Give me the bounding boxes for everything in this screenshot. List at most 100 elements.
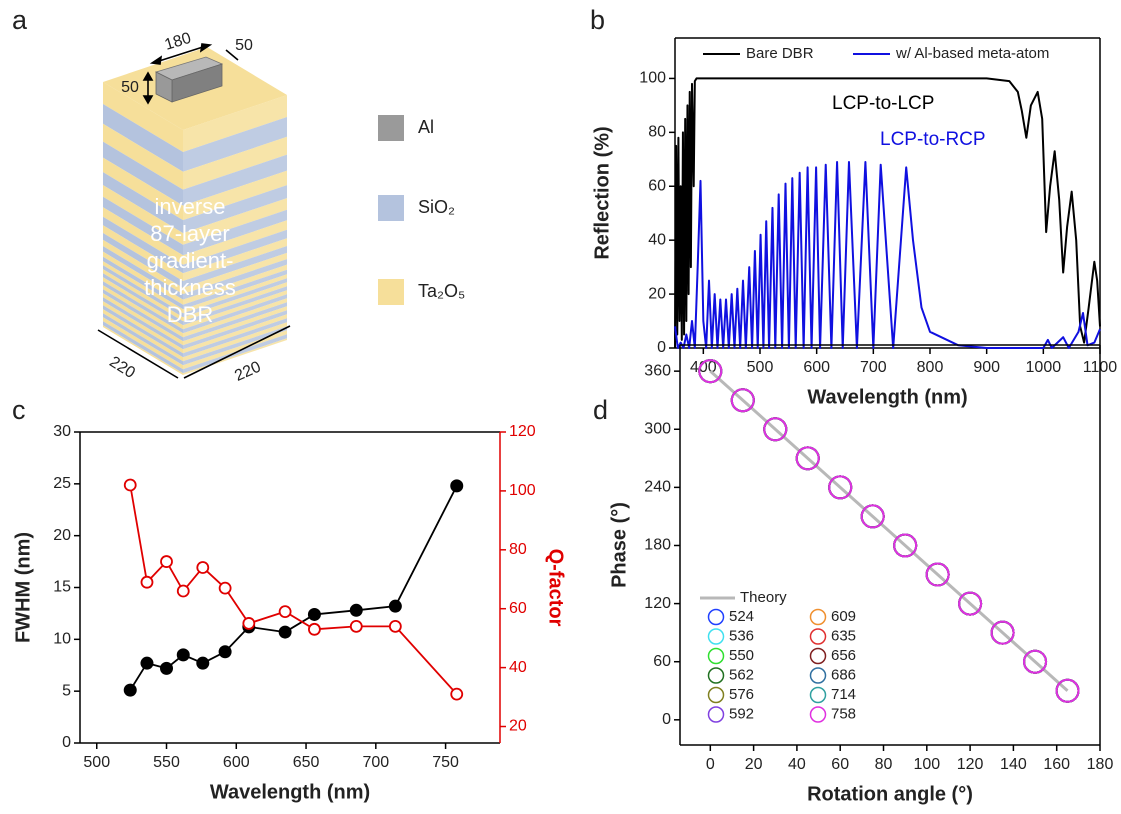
- x-tick-label: 650: [293, 754, 320, 771]
- x-tick-label: 180: [1087, 756, 1114, 773]
- y-tick-label: 0: [662, 711, 671, 728]
- stack-label-line: 87-layer: [150, 221, 229, 246]
- layer-right: [183, 252, 287, 295]
- legend-marker: [707, 686, 725, 704]
- y2-tick-label: 120: [509, 423, 536, 440]
- y-tick-label: 20: [53, 527, 71, 544]
- scatter-point: [730, 388, 755, 413]
- scatter-point: [925, 562, 950, 587]
- layer-left: [103, 277, 183, 330]
- y-tick-label: 240: [644, 479, 671, 496]
- legend-label: 714: [831, 686, 856, 703]
- x-tick-label: 550: [153, 754, 180, 771]
- x-tick-label: 120: [957, 756, 984, 773]
- x-tick-label: 20: [745, 756, 763, 773]
- layer-right: [183, 238, 287, 281]
- marker: [278, 605, 292, 619]
- panel-letter: c: [12, 395, 26, 425]
- dimension-label: 50: [235, 37, 253, 54]
- marker: [160, 555, 173, 568]
- arrow: [97, 329, 179, 379]
- stack-label-line: gradient-: [147, 248, 234, 273]
- legend-marker: [707, 706, 725, 723]
- series-line: [709, 370, 1069, 692]
- y-tick-label: 40: [648, 231, 666, 248]
- x-tick-label: 100: [913, 756, 940, 773]
- x-tick-label: 700: [860, 359, 887, 376]
- legend-label: 635: [831, 627, 856, 644]
- marker: [349, 619, 363, 633]
- marker: [307, 607, 321, 621]
- layer-right: [183, 170, 287, 221]
- marker: [218, 581, 232, 595]
- legend-swatch: [378, 279, 404, 305]
- layer-left: [103, 321, 183, 374]
- legend-label: 609: [831, 608, 856, 625]
- arrow: [183, 325, 291, 379]
- dimension-label: 220: [106, 353, 138, 382]
- marker: [278, 625, 292, 639]
- layer-left: [103, 325, 183, 375]
- layer-left: [103, 297, 183, 350]
- legend-label: SiO₂: [418, 197, 455, 217]
- layer-right: [183, 264, 287, 305]
- panel-letter: b: [590, 5, 605, 35]
- arrowhead: [149, 55, 163, 65]
- layer-left: [103, 289, 183, 342]
- dimension-arrows: [97, 43, 291, 379]
- marker: [160, 661, 174, 675]
- stack-label-line: thickness: [144, 275, 236, 300]
- y-tick-label: 100: [639, 70, 666, 87]
- layer-right: [183, 282, 287, 322]
- layer-left: [103, 232, 183, 288]
- x-axis-label: Wavelength (nm): [807, 386, 967, 408]
- marker: [218, 645, 232, 659]
- dimension-label: 220: [232, 359, 263, 385]
- y-tick-label: 120: [644, 595, 671, 612]
- layer-left: [103, 104, 183, 172]
- layer-right: [183, 259, 287, 300]
- scatter-point: [795, 446, 820, 471]
- marker: [349, 603, 363, 617]
- annotation: LCP-to-LCP: [832, 93, 934, 114]
- legend-label: 536: [729, 627, 754, 644]
- y-tick-label: 30: [53, 423, 71, 440]
- y2-tick-label: 80: [509, 541, 527, 558]
- layer-right: [183, 220, 287, 265]
- arrowhead: [142, 95, 154, 105]
- layer-left: [103, 141, 183, 206]
- x-tick-label: 750: [432, 754, 459, 771]
- x-tick-label: 60: [831, 756, 849, 773]
- layer-left: [103, 305, 183, 358]
- layer-left: [103, 246, 183, 300]
- legend-label: 550: [729, 647, 754, 664]
- y-axis-label: FWHM (nm): [12, 532, 34, 643]
- legend-marker: [809, 667, 827, 684]
- y2-tick-label: 20: [509, 718, 527, 735]
- layer-right: [183, 274, 287, 314]
- y2-tick-label: 40: [509, 659, 527, 676]
- legend-marker: [809, 647, 827, 665]
- y-tick-label: 60: [648, 177, 666, 194]
- marker: [242, 617, 256, 630]
- layer-left: [103, 239, 183, 295]
- stack-label-line: inverse: [155, 194, 226, 219]
- x-tick-label: 140: [1000, 756, 1027, 773]
- x-tick-label: 500: [83, 754, 110, 771]
- marker: [196, 561, 210, 574]
- layer-left: [103, 256, 183, 310]
- marker: [308, 622, 321, 636]
- arrow: [155, 45, 207, 63]
- layer-left: [103, 285, 183, 338]
- y2-tick-label: 100: [509, 482, 536, 499]
- annotation: LCP-to-RCP: [880, 129, 986, 150]
- y-tick-label: 180: [644, 537, 671, 554]
- scatter-point: [698, 359, 723, 384]
- layer-right: [183, 136, 287, 190]
- material-legend: Al SiO₂ Ta₂O₅: [378, 115, 465, 305]
- scatter-point: [893, 533, 918, 558]
- x-axis-label: Rotation angle (°): [807, 783, 973, 805]
